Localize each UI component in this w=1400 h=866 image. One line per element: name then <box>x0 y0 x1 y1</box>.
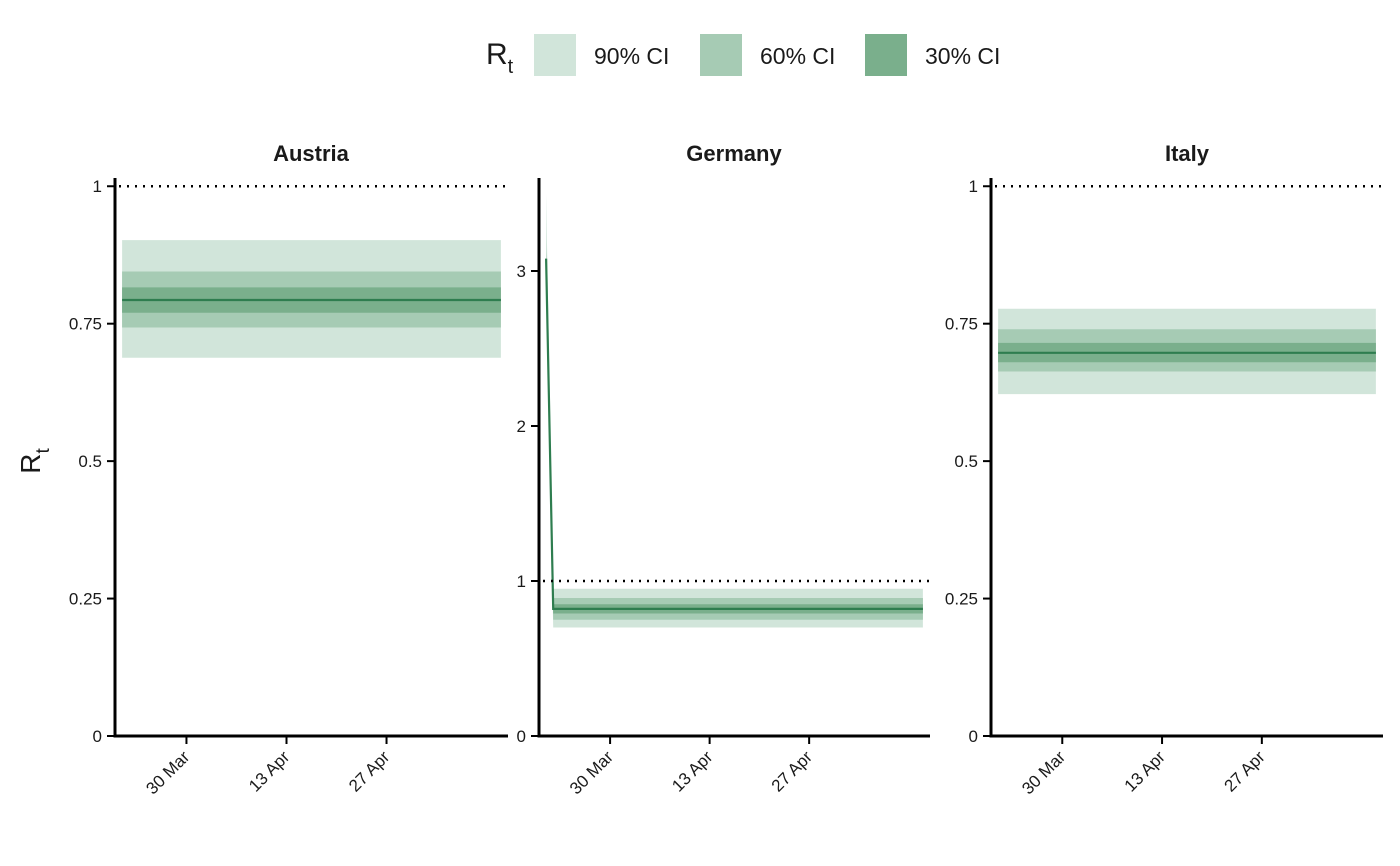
x-tick-label: 13 Apr <box>668 747 716 795</box>
panel-italy: 0 0.25 0.5 0.75 1 30 Mar 13 Apr 27 Apr Italy <box>945 141 1383 798</box>
x-tick-label: 30 Mar <box>566 747 617 798</box>
y-tick-label: 0.5 <box>78 452 102 471</box>
panel-title: Germany <box>686 141 782 166</box>
y-tick-label: 0.25 <box>69 590 102 609</box>
y-axis-title: Rt <box>15 448 54 474</box>
x-tick-label: 27 Apr <box>768 747 816 795</box>
y-tick-label: 0.75 <box>945 315 978 334</box>
panel-title: Italy <box>1165 141 1210 166</box>
y-tick-label: 1 <box>93 177 102 196</box>
x-tick-label: 30 Mar <box>1018 747 1069 798</box>
legend-swatch-ci90 <box>534 34 576 76</box>
legend-title: Rt <box>486 38 514 78</box>
x-tick-label: 13 Apr <box>1121 747 1169 795</box>
y-tick-label: 0.5 <box>954 452 978 471</box>
legend: Rt 90% CI 60% CI 30% CI <box>486 34 1000 78</box>
y-axis-title-sub: t <box>33 448 54 454</box>
median-line <box>545 258 923 610</box>
legend-label-ci30: 30% CI <box>925 43 1000 69</box>
legend-title-sub: t <box>508 56 514 78</box>
ci30-band <box>546 252 923 614</box>
y-tick-label: 3 <box>517 262 526 281</box>
x-tick-label: 27 Apr <box>345 747 393 795</box>
legend-label-ci90: 90% CI <box>594 43 669 69</box>
ci60-band <box>546 243 923 620</box>
y-tick-label: 2 <box>517 417 526 436</box>
panel-germany: 0 1 2 3 30 Mar 13 Apr 27 Apr Germany <box>517 141 930 798</box>
y-tick-label: 0.25 <box>945 590 978 609</box>
y-tick-label: 0.75 <box>69 315 102 334</box>
panel-austria: 0 0.25 0.5 0.75 1 30 Mar 13 Apr 27 Apr Austria <box>69 141 508 798</box>
legend-items: 90% CI 60% CI 30% CI <box>534 34 1000 76</box>
y-tick-label: 1 <box>517 572 526 591</box>
x-tick-label: 27 Apr <box>1220 747 1268 795</box>
y-tick-label: 0 <box>969 727 978 746</box>
y-tick-label: 0 <box>93 727 102 746</box>
legend-swatch-ci30 <box>865 34 907 76</box>
legend-title-main: R <box>486 38 508 71</box>
y-axis-title-main: R <box>15 454 46 474</box>
y-tick-label: 0 <box>517 727 526 746</box>
x-tick-label: 30 Mar <box>142 747 193 798</box>
legend-label-ci60: 60% CI <box>760 43 835 69</box>
x-tick-label: 13 Apr <box>245 747 293 795</box>
legend-swatch-ci60 <box>700 34 742 76</box>
y-tick-label: 1 <box>969 177 978 196</box>
panel-title: Austria <box>273 141 350 166</box>
ci90-band <box>546 193 923 628</box>
